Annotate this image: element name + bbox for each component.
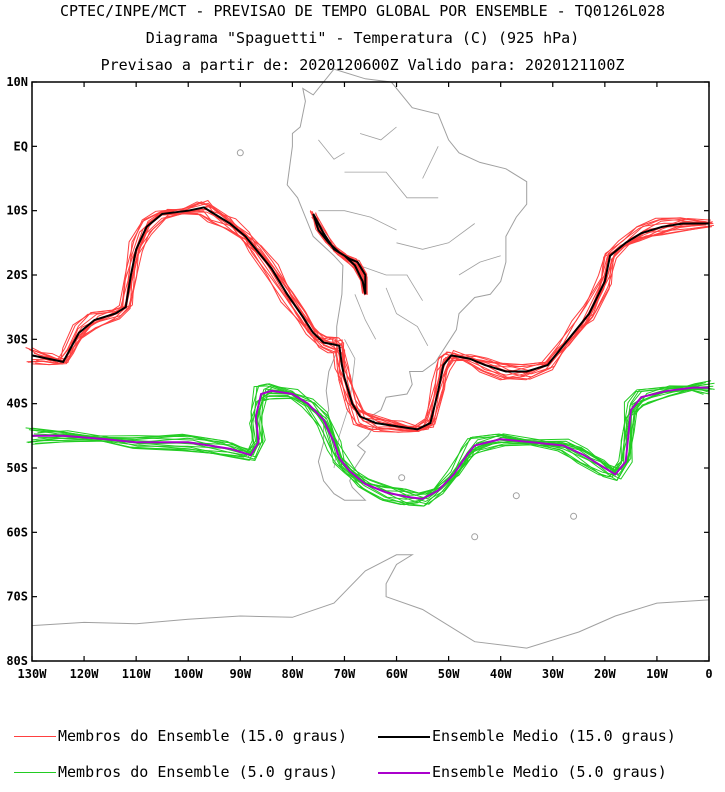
legend-swatch [378, 736, 430, 738]
lon-label: 80W [282, 667, 304, 681]
country-border [354, 294, 377, 340]
lat-label: 10S [6, 204, 28, 218]
lat-label: EQ [14, 139, 28, 153]
lat-label: 50S [6, 461, 28, 475]
lat-label: 40S [6, 397, 28, 411]
lon-label: 90W [229, 667, 251, 681]
island [236, 149, 244, 157]
antarctica-coast [31, 554, 710, 649]
ensemble-members-5 [25, 380, 715, 507]
lat-label: 10N [6, 75, 28, 89]
lon-label: 40W [490, 667, 512, 681]
mean-5-contour [32, 386, 709, 500]
legend-label: Membros do Ensemble (15.0 graus) [58, 727, 347, 745]
member-15-contour [36, 206, 714, 432]
land-outlines [31, 68, 710, 649]
island [471, 533, 479, 541]
ensemble-mean-5 [32, 386, 709, 500]
mean-15-contour [31, 206, 709, 431]
lon-label: 110W [122, 667, 152, 681]
lat-label: 80S [6, 654, 28, 668]
member-5-contour [26, 389, 704, 506]
member-15-contour [31, 202, 705, 429]
title-line-2: Diagrama "Spaguetti" - Temperatura (C) (… [145, 29, 580, 47]
mean-15-andes-contour [312, 213, 367, 295]
country-border [318, 139, 345, 160]
lat-label: 70S [6, 590, 28, 604]
lon-label: 0 [705, 667, 712, 681]
legend-swatch [14, 772, 56, 773]
member-5-contour [33, 380, 712, 500]
island [570, 512, 578, 520]
ensemble-mean-15 [31, 206, 709, 431]
legend-label: Ensemble Medio (5.0 graus) [432, 763, 667, 781]
country-border [344, 171, 439, 199]
lat-label: 30S [6, 332, 28, 346]
legend-swatch [378, 772, 430, 774]
member-15-contour [25, 201, 707, 429]
member-5-contour [31, 387, 709, 500]
lon-label: 50W [438, 667, 460, 681]
lon-label: 100W [174, 667, 204, 681]
country-border [458, 255, 501, 276]
ensemble-members-15 [25, 199, 714, 433]
country-border [359, 126, 397, 141]
member-15-contour [35, 208, 713, 433]
island [398, 474, 406, 482]
lat-label: 20S [6, 268, 28, 282]
member-15-contour [31, 211, 712, 430]
lat-label: 60S [6, 525, 28, 539]
country-border [385, 287, 429, 346]
lon-label: 60W [386, 667, 408, 681]
country-border [396, 223, 475, 250]
lon-label: 30W [542, 667, 564, 681]
member-15-contour [37, 202, 714, 429]
country-border [349, 261, 423, 301]
legend-label: Membros do Ensemble (5.0 graus) [58, 763, 338, 781]
lon-label: 70W [334, 667, 356, 681]
lon-label: 20W [594, 667, 616, 681]
country-border [422, 146, 439, 179]
member-15-contour [28, 201, 703, 430]
lon-label: 10W [646, 667, 668, 681]
country-border [318, 210, 397, 231]
legend-swatch [14, 736, 56, 737]
lon-label: 120W [70, 667, 100, 681]
title-line-1: CPTEC/INPE/MCT - PREVISAO DE TEMPO GLOBA… [59, 2, 666, 20]
legend-label: Ensemble Medio (15.0 graus) [432, 727, 676, 745]
map-frame [31, 81, 710, 662]
lon-label: 130W [18, 667, 48, 681]
island [512, 492, 520, 500]
title-line-3: Previsao a partir de: 2020120600Z Valido… [100, 56, 625, 74]
member-5-contour [27, 388, 706, 506]
